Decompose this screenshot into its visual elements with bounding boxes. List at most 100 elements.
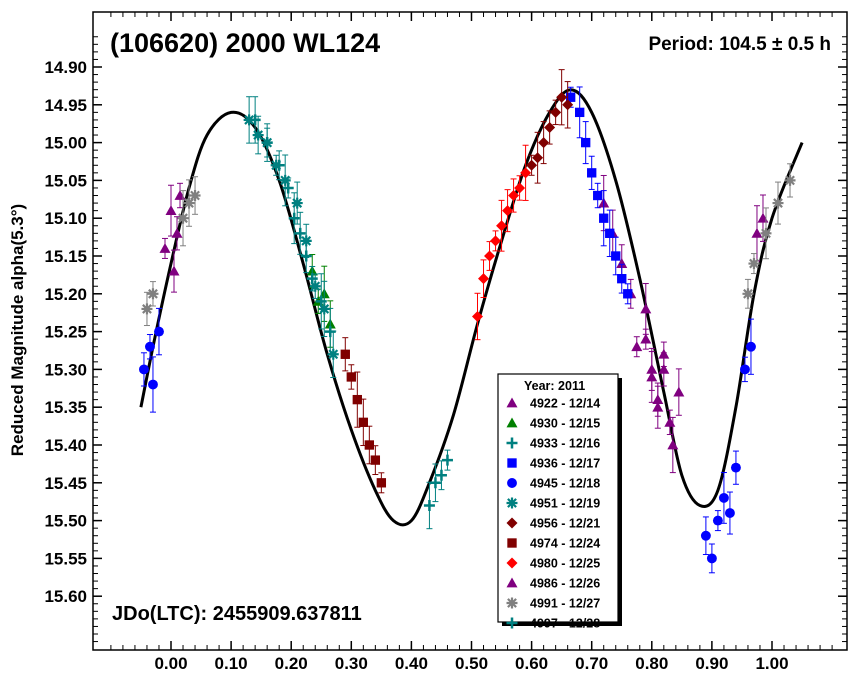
data-point	[772, 197, 784, 209]
data-point	[364, 440, 375, 450]
data-point	[171, 227, 183, 238]
data-point	[370, 455, 381, 465]
data-point	[673, 386, 685, 397]
data-point	[664, 416, 676, 427]
data-point	[700, 530, 711, 541]
data-point	[740, 364, 750, 375]
legend-label: 4936 - 12/17	[530, 457, 600, 471]
data-point	[358, 417, 368, 427]
data-point	[252, 129, 264, 141]
data-point	[550, 106, 562, 118]
data-point	[587, 168, 597, 178]
x-tick-label: 0.50	[455, 654, 488, 673]
data-point	[141, 303, 153, 315]
data-point	[556, 91, 568, 103]
data-point	[514, 182, 526, 194]
data-point	[593, 190, 603, 201]
x-tick-label: 0.00	[154, 654, 187, 673]
data-point	[300, 235, 312, 247]
legend-label: 4997 - 12/28	[530, 617, 600, 631]
data-point	[746, 341, 756, 352]
data-point	[243, 114, 255, 126]
data-point	[538, 137, 550, 149]
legend-label: 4974 - 12/24	[530, 537, 600, 551]
data-point	[718, 492, 729, 503]
data-point	[616, 258, 628, 268]
data-point	[490, 235, 502, 247]
y-tick-label: 15.20	[44, 285, 87, 304]
y-tick-label: 14.90	[44, 58, 87, 77]
data-point	[575, 107, 585, 118]
x-axis: 0.00 0.10 0.20 0.30 0.40 0.50 0.60 0.70 0.80 0.90…	[110, 12, 833, 673]
data-point	[640, 333, 652, 344]
legend-label: 4930 - 12/15	[530, 417, 600, 431]
legend-label: 4951 - 12/19	[530, 497, 600, 511]
data-point	[324, 326, 336, 338]
legend-label: 4922 - 12/14	[530, 397, 600, 411]
data-point	[646, 371, 658, 382]
series-points	[141, 163, 796, 327]
data-point	[730, 462, 741, 473]
data-point	[652, 401, 664, 412]
data-point	[617, 274, 627, 284]
y-tick-label: 15.35	[44, 398, 87, 417]
y-tick-label: 15.60	[44, 587, 87, 606]
data-point	[294, 227, 306, 239]
data-point	[526, 159, 538, 171]
data-point	[189, 190, 201, 202]
data-point	[724, 508, 735, 518]
legend-marker	[506, 597, 518, 609]
legend-marker	[506, 417, 518, 428]
data-point	[340, 349, 350, 359]
data-point	[784, 174, 796, 186]
data-point	[291, 197, 303, 209]
data-point	[658, 363, 670, 374]
data-point	[484, 250, 496, 262]
data-point	[352, 394, 362, 405]
y-tick-label: 15.50	[44, 512, 87, 531]
legend-marker	[506, 557, 518, 569]
data-point	[760, 227, 772, 239]
data-point	[742, 288, 754, 300]
data-point	[712, 515, 723, 526]
y-tick-label: 15.30	[44, 360, 87, 379]
data-point	[544, 121, 556, 133]
data-point	[706, 553, 717, 564]
series-points	[243, 96, 339, 378]
legend-entries: 4922 - 12/14 4930 - 12/15 4933 - 12/16 4936…	[506, 397, 600, 631]
legend-label: 4986 - 12/26	[530, 577, 600, 591]
legend-marker	[506, 397, 518, 408]
x-tick-label: 0.40	[395, 654, 428, 673]
y-tick-label: 15.10	[44, 209, 87, 228]
legend-label: 4991 - 12/27	[530, 597, 600, 611]
data-point	[472, 310, 484, 322]
data-point	[751, 227, 763, 238]
data-point	[309, 280, 321, 292]
data-point	[435, 469, 447, 481]
data-point	[508, 190, 520, 202]
data-point	[261, 137, 273, 149]
y-tick-label: 15.40	[44, 436, 87, 455]
data-point	[376, 478, 387, 488]
data-point	[623, 289, 633, 299]
data-point	[429, 477, 441, 489]
x-tick-label: 0.90	[695, 654, 728, 673]
epoch-label: JDo(LTC): 2455909.637811	[112, 603, 362, 625]
data-point	[154, 326, 164, 337]
data-point	[159, 242, 171, 253]
data-point	[581, 137, 591, 148]
legend: Year: 2011 4922 - 12/14 4930 - 12/15 4933 …	[497, 373, 622, 631]
data-point	[667, 439, 679, 450]
series-points	[423, 449, 453, 530]
x-tick-label: 0.30	[335, 654, 368, 673]
data-point	[611, 251, 621, 261]
data-point	[562, 99, 574, 111]
y-tick-label: 15.15	[44, 247, 87, 266]
series-points	[526, 69, 574, 184]
legend-marker	[506, 577, 518, 588]
legend-label: 4980 - 12/25	[530, 557, 600, 571]
data-point	[599, 213, 609, 223]
data-point	[327, 348, 339, 360]
